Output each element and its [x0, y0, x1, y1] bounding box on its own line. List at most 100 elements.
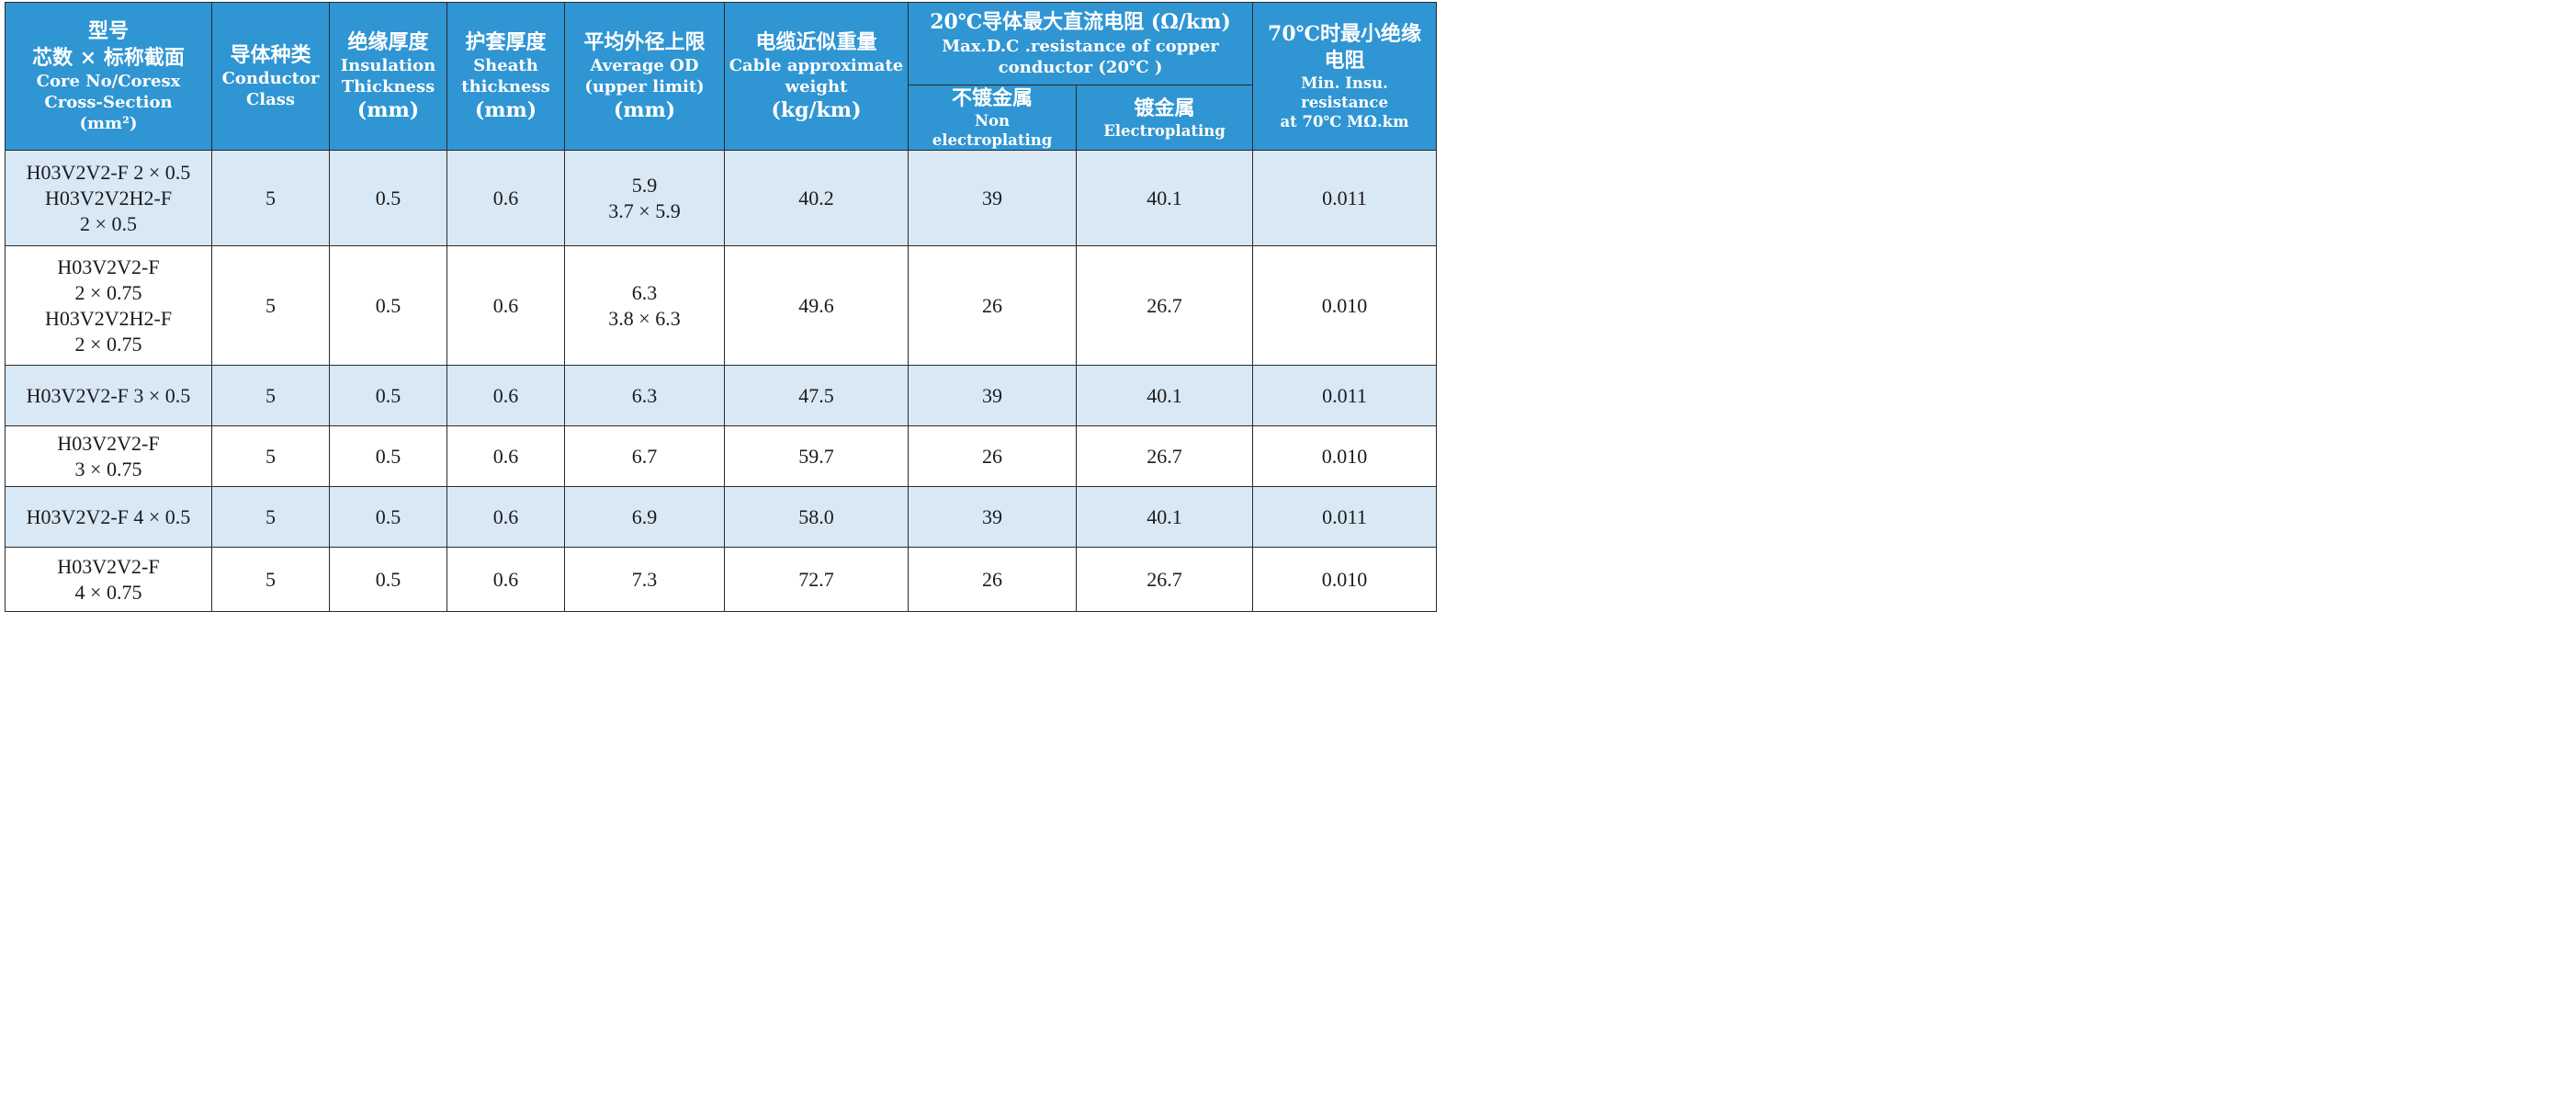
header-sheath-thickness: 护套厚度 Sheath thickness (mm) — [446, 1, 565, 152]
cell-plated: 26.7 — [1075, 245, 1254, 367]
cell-line: H03V2V2-F 4 × 0.5 — [26, 504, 191, 528]
header-model-line: (mm²) — [79, 113, 138, 133]
cell-avg-od: 6.3 — [564, 365, 725, 427]
cell-conductor-class: 5 — [211, 150, 330, 247]
cell-line: 6.7 — [631, 444, 658, 468]
cell-insu-resistance: 0.010 — [1252, 425, 1438, 488]
header-average-od-line: (upper limit) — [584, 77, 705, 97]
header-model-line: Core No/Coresx — [36, 71, 181, 91]
cell-insu-resistance: 0.011 — [1252, 150, 1438, 247]
header-sheath-line: thickness — [461, 77, 550, 97]
header-insulation-line: (mm) — [356, 98, 420, 123]
header-average-od-line: (mm) — [613, 98, 676, 123]
cell-conductor-class: 5 — [211, 365, 330, 427]
table-row: H03V2V2-F 2 × 0.5 H03V2V2H2-F 2 × 0.5 5 0.5 0… — [5, 150, 1438, 247]
header-sheath-line: Sheath — [473, 56, 538, 76]
cell-weight: 40.2 — [724, 150, 909, 247]
cell-line: H03V2V2-F — [57, 431, 160, 455]
cell-weight: 58.0 — [724, 486, 909, 549]
header-resistance-line: Max.D.C .resistance of copper — [942, 36, 1219, 56]
cell-plated: 40.1 — [1075, 365, 1254, 427]
cell-non-plated: 39 — [908, 150, 1077, 247]
cell-weight: 49.6 — [724, 245, 909, 367]
header-insulation-thickness: 绝缘厚度 Insulation Thickness (mm) — [329, 1, 447, 152]
table-row: H03V2V2-F 4 × 0.75 5 0.5 0.6 7.3 72.7 26 26.7 0.0… — [5, 547, 1438, 613]
cell-insulation: 0.5 — [329, 365, 447, 427]
header-plated-line: Electroplating — [1103, 121, 1226, 140]
header-insu-resistance-line: Min. Insu. resistance — [1301, 74, 1388, 111]
cell-line: H03V2V2H2-F — [44, 186, 173, 209]
table-row: H03V2V2-F 4 × 0.5 5 0.5 0.6 6.9 58.0 39 40.1 0.0… — [5, 486, 1438, 549]
cell-conductor-class: 5 — [211, 547, 330, 613]
header-average-od-line: 平均外径上限 — [583, 30, 706, 54]
cell-plated: 26.7 — [1075, 547, 1254, 613]
header-dc-resistance: 20℃导体最大直流电阻 (Ω/km) Max.D.C .resistance o… — [907, 2, 1254, 85]
cell-insulation: 0.5 — [329, 547, 447, 613]
cell-model: H03V2V2-F 4 × 0.5 — [5, 486, 212, 549]
header-conductor-class-line: Conductor — [221, 69, 320, 89]
header-insulation-resistance: 70℃时最小绝缘 电阻 Min. Insu. resistance at 70℃… — [1252, 1, 1438, 152]
header-weight-line: weight — [785, 77, 848, 97]
cell-sheath: 0.6 — [446, 150, 565, 247]
cell-non-plated: 39 — [908, 486, 1077, 549]
cell-plated: 40.1 — [1075, 150, 1254, 247]
table-body: H03V2V2-F 2 × 0.5 H03V2V2H2-F 2 × 0.5 5 0.5 0… — [5, 150, 1438, 613]
header-conductor-class-line: Class — [245, 90, 296, 110]
table-row: H03V2V2-F 3 × 0.5 5 0.5 0.6 6.3 47.5 39 40.1 0.0… — [5, 365, 1438, 427]
header-insu-resistance-line: 电阻 — [1324, 48, 1365, 73]
cable-spec-table: 型号 芯数 × 标称截面 Core No/Coresx Cross-Sectio… — [5, 1, 1438, 613]
cell-line: 4 × 0.75 — [74, 580, 142, 604]
header-average-od: 平均外径上限 Average OD (upper limit) (mm) — [564, 1, 725, 152]
cell-line: H03V2V2-F 2 × 0.5 — [26, 160, 191, 184]
cell-insulation: 0.5 — [329, 150, 447, 247]
cell-weight: 72.7 — [724, 547, 909, 613]
header-non-electroplating: 不镀金属 Non electroplating — [908, 84, 1077, 152]
cell-line: 6.3 — [631, 383, 658, 407]
header-insulation-line: 绝缘厚度 — [347, 30, 429, 54]
header-conductor-class: 导体种类 Conductor Class — [211, 1, 330, 152]
cell-weight: 59.7 — [724, 425, 909, 488]
cell-sheath: 0.6 — [446, 547, 565, 613]
cell-line: H03V2V2-F 3 × 0.5 — [26, 383, 191, 407]
cell-sheath: 0.6 — [446, 425, 565, 488]
cell-avg-od: 5.9 3.7 × 5.9 — [564, 150, 725, 247]
cell-insulation: 0.5 — [329, 486, 447, 549]
cell-weight: 47.5 — [724, 365, 909, 427]
header-model-line: 芯数 × 标称截面 — [32, 45, 185, 70]
cell-line: H03V2V2-F — [57, 554, 160, 578]
cell-non-plated: 26 — [908, 547, 1077, 613]
cell-line: 6.9 — [631, 504, 658, 528]
header-model: 型号 芯数 × 标称截面 Core No/Coresx Cross-Sectio… — [5, 1, 212, 152]
header-model-line: Cross-Section — [44, 92, 173, 112]
cell-insulation: 0.5 — [329, 425, 447, 488]
header-conductor-class-line: 导体种类 — [230, 43, 311, 68]
cell-line: H03V2V2-F — [57, 255, 160, 278]
cell-model: H03V2V2-F 4 × 0.75 — [5, 547, 212, 613]
cell-line: 5.9 — [631, 173, 658, 197]
cell-avg-od: 6.7 — [564, 425, 725, 488]
header-non-plated-line: Non electroplating — [932, 112, 1053, 150]
header-insulation-line: Insulation — [340, 56, 436, 76]
header-average-od-line: Average OD — [590, 56, 699, 76]
header-plated-line: 镀金属 — [1134, 96, 1195, 120]
header-cable-weight: 电缆近似重量 Cable approximate weight (kg/km) — [724, 1, 909, 152]
header-insu-resistance-line: at 70℃ MΩ.km — [1280, 112, 1409, 130]
header-weight-line: 电缆近似重量 — [755, 30, 877, 54]
cell-sheath: 0.6 — [446, 245, 565, 367]
cell-sheath: 0.6 — [446, 365, 565, 427]
cell-plated: 26.7 — [1075, 425, 1254, 488]
header-resistance-line: conductor (20℃ ) — [998, 57, 1163, 77]
cell-line: 2 × 0.5 — [80, 211, 137, 235]
header-sheath-line: (mm) — [474, 98, 537, 123]
cell-line: 7.3 — [631, 567, 658, 591]
table-row: H03V2V2-F 2 × 0.75 H03V2V2H2-F 2 × 0.75 5 0.5… — [5, 245, 1438, 367]
cell-model: H03V2V2-F 3 × 0.5 — [5, 365, 212, 427]
cell-insu-resistance: 0.011 — [1252, 365, 1438, 427]
cell-conductor-class: 5 — [211, 486, 330, 549]
cell-model: H03V2V2-F 2 × 0.75 H03V2V2H2-F 2 × 0.75 — [5, 245, 212, 367]
cell-insu-resistance: 0.010 — [1252, 547, 1438, 613]
header-weight-line: Cable approximate — [729, 56, 904, 76]
header-insu-resistance-line: 70℃时最小绝缘 — [1268, 22, 1421, 47]
cell-insulation: 0.5 — [329, 245, 447, 367]
header-sheath-line: 护套厚度 — [465, 30, 547, 54]
